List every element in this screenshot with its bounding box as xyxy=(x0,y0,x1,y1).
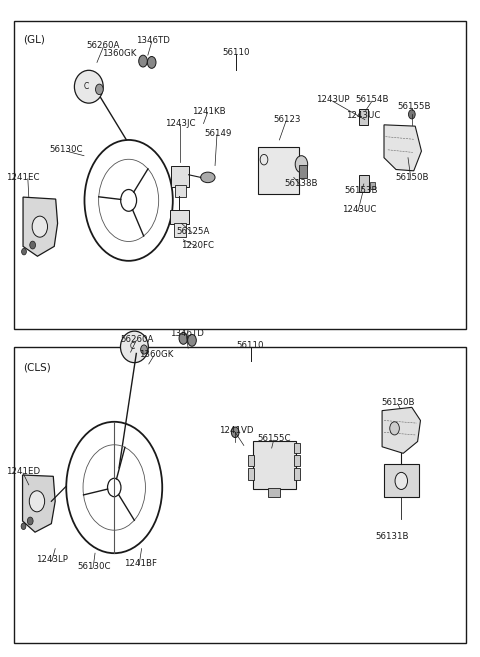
Text: 56154B: 56154B xyxy=(355,95,389,104)
Text: 1241VD: 1241VD xyxy=(219,426,253,435)
Circle shape xyxy=(29,491,45,512)
Circle shape xyxy=(395,472,408,489)
Circle shape xyxy=(22,248,26,255)
Text: 1243UC: 1243UC xyxy=(346,111,381,120)
Text: (GL): (GL) xyxy=(23,34,45,45)
Bar xyxy=(171,166,189,187)
Text: (CLS): (CLS) xyxy=(23,363,51,373)
Text: 56150B: 56150B xyxy=(395,173,429,182)
Circle shape xyxy=(390,422,399,435)
Bar xyxy=(248,455,254,466)
Text: 1346TD: 1346TD xyxy=(170,329,204,338)
Circle shape xyxy=(188,334,196,346)
Ellipse shape xyxy=(201,172,215,183)
Circle shape xyxy=(30,241,36,249)
Text: 1346TD: 1346TD xyxy=(136,36,169,45)
Text: 56110: 56110 xyxy=(222,48,250,57)
Bar xyxy=(359,175,369,192)
Text: 1243UP: 1243UP xyxy=(316,95,349,104)
Bar xyxy=(170,210,189,224)
Circle shape xyxy=(96,84,103,95)
Text: 56125A: 56125A xyxy=(176,227,210,236)
Text: 1220FC: 1220FC xyxy=(181,240,214,250)
Text: 56130C: 56130C xyxy=(77,562,111,571)
Text: 1241ED: 1241ED xyxy=(6,467,40,476)
Bar xyxy=(14,21,466,328)
Circle shape xyxy=(408,110,415,119)
Bar xyxy=(370,182,375,189)
Bar xyxy=(294,443,300,453)
Bar xyxy=(294,455,300,466)
Polygon shape xyxy=(23,197,58,256)
Text: 1243LP: 1243LP xyxy=(36,555,68,564)
Text: C: C xyxy=(130,342,134,351)
Bar xyxy=(384,464,419,497)
Ellipse shape xyxy=(120,331,148,363)
Circle shape xyxy=(32,216,48,237)
Text: 1241BF: 1241BF xyxy=(124,558,156,568)
Text: 56150B: 56150B xyxy=(382,397,415,407)
Bar xyxy=(299,165,307,178)
Text: C: C xyxy=(84,82,89,91)
Circle shape xyxy=(147,57,156,68)
Bar xyxy=(359,109,368,125)
Text: 1243UC: 1243UC xyxy=(342,205,376,214)
Polygon shape xyxy=(23,475,55,532)
Text: 1243JC: 1243JC xyxy=(165,119,195,128)
Text: 1241KB: 1241KB xyxy=(192,107,226,116)
Text: 56130C: 56130C xyxy=(49,145,83,154)
Bar xyxy=(294,468,300,480)
Polygon shape xyxy=(384,125,421,171)
Text: 56123: 56123 xyxy=(273,115,301,124)
Circle shape xyxy=(295,156,308,173)
Text: 56110: 56110 xyxy=(237,341,264,350)
Bar xyxy=(175,185,186,197)
Circle shape xyxy=(21,523,26,530)
Bar xyxy=(14,347,466,643)
Text: 56260A: 56260A xyxy=(120,334,154,344)
Bar xyxy=(174,223,186,237)
Text: 1360GK: 1360GK xyxy=(102,49,136,58)
Text: 1360GK: 1360GK xyxy=(139,350,173,359)
Text: 1241EC: 1241EC xyxy=(6,173,40,182)
Text: 56155B: 56155B xyxy=(397,102,431,111)
Circle shape xyxy=(139,55,147,67)
Text: 56153B: 56153B xyxy=(345,186,378,195)
Circle shape xyxy=(231,427,239,438)
Circle shape xyxy=(27,517,33,525)
Ellipse shape xyxy=(74,70,103,103)
Bar xyxy=(253,441,296,489)
Text: 56131B: 56131B xyxy=(375,532,408,541)
Bar xyxy=(258,147,299,194)
Text: 56260A: 56260A xyxy=(86,41,120,51)
Circle shape xyxy=(179,332,188,344)
Bar xyxy=(268,488,280,497)
Text: 56155C: 56155C xyxy=(258,434,291,443)
Text: 56149: 56149 xyxy=(204,129,232,138)
Circle shape xyxy=(141,345,147,354)
Bar xyxy=(248,468,254,480)
Text: 56138B: 56138B xyxy=(285,179,318,189)
Polygon shape xyxy=(382,407,420,453)
